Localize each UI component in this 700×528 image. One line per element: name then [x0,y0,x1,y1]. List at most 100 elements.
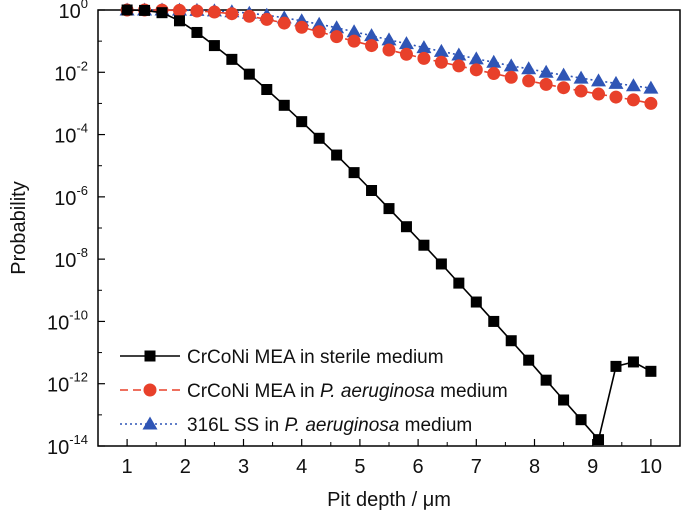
legend: CrCoNi MEA in sterile medium CrCoNi MEA i… [120,347,508,436]
data-point [400,221,412,233]
data-point [593,434,605,446]
data-point [452,59,466,73]
data-point [417,51,431,65]
x-tick-label: 1 [122,456,133,478]
data-point [644,96,658,110]
data-point [346,24,362,38]
x-axis-title: Pit depth / μm [327,489,451,511]
y-tick-label: 10-10 [47,307,88,334]
data-point [366,185,378,197]
data-point [243,68,255,80]
data-point [225,7,239,21]
data-point [468,51,484,65]
data-point [486,54,502,68]
x-axis: 1 2 3 4 5 6 7 8 9 10 [122,439,662,478]
data-point [295,20,309,34]
data-point [278,99,290,111]
series-circle-group [120,3,658,110]
data-point [645,365,657,377]
data-point [451,47,467,61]
data-point [208,40,220,52]
y-tick-label: 10-4 [54,121,88,148]
y-tick-label: 10-8 [54,245,88,272]
data-point [523,354,535,366]
data-point [556,67,572,81]
data-point [139,4,151,16]
y-tick-label: 100 [59,0,88,23]
data-point [453,277,465,289]
data-point [434,55,448,69]
data-point [330,30,344,44]
data-point [313,132,325,144]
data-point [347,34,361,48]
x-tick-label: 5 [354,456,365,478]
y-tick-label: 10-12 [47,370,88,397]
y-tick-label: 10-14 [47,432,88,459]
legend-label: 316L SS in P. aeruginosa medium [187,415,472,436]
legend-marker [142,416,158,430]
data-point [521,61,537,75]
x-tick-label: 8 [529,456,540,478]
data-point [207,5,221,19]
data-point [311,16,327,30]
data-point [156,7,168,19]
data-point [538,64,554,78]
data-point [261,84,273,96]
x-tick-label: 9 [587,456,598,478]
legend-label: CrCoNi MEA in sterile medium [187,347,444,368]
data-point [260,12,274,26]
legend-item: 316L SS in P. aeruginosa medium [120,415,472,436]
data-point [348,167,360,179]
data-point [610,360,622,372]
data-point [503,58,519,72]
data-point [539,77,553,91]
data-point [296,116,308,128]
data-point [399,47,413,61]
x-tick-label: 4 [296,456,307,478]
data-point [416,40,432,54]
data-point [381,32,397,46]
data-point [608,75,624,89]
y-tick-label: 10-6 [54,183,88,210]
data-point [575,414,587,426]
data-point [573,70,589,84]
data-point [435,258,447,270]
data-point [574,84,588,98]
legend-item: CrCoNi MEA in P. aeruginosa medium [120,381,508,402]
x-tick-label: 10 [640,456,662,478]
x-tick-label: 6 [413,456,424,478]
data-point [382,43,396,57]
data-point [625,78,641,92]
data-point [558,394,570,406]
x-tick-label: 7 [471,456,482,478]
data-point [173,15,185,27]
data-point [592,87,606,101]
y-tick-label: 10-2 [54,58,88,85]
data-point [470,296,482,308]
data-point [121,4,133,16]
data-point [522,74,536,88]
data-point [242,9,256,23]
data-point [591,73,607,87]
data-point [626,93,640,107]
legend-item: CrCoNi MEA in sterile medium [120,347,444,368]
data-point [277,16,291,30]
data-point [557,81,571,95]
data-point [643,80,659,94]
data-point [383,203,395,215]
data-point [172,3,186,17]
legend-marker [143,383,157,397]
data-point [312,25,326,39]
data-point [504,70,518,84]
data-point [226,53,238,65]
x-tick-label: 3 [238,456,249,478]
data-point [627,356,639,368]
y-axis-title: Probability [8,181,30,274]
data-point [488,315,500,327]
data-point [331,149,343,161]
data-point [487,67,501,81]
x-tick-label: 2 [180,456,191,478]
data-point [469,63,483,77]
y-axis: 100 10-2 10-4 10-6 10-8 10-10 10-12 10-14 [47,0,105,459]
